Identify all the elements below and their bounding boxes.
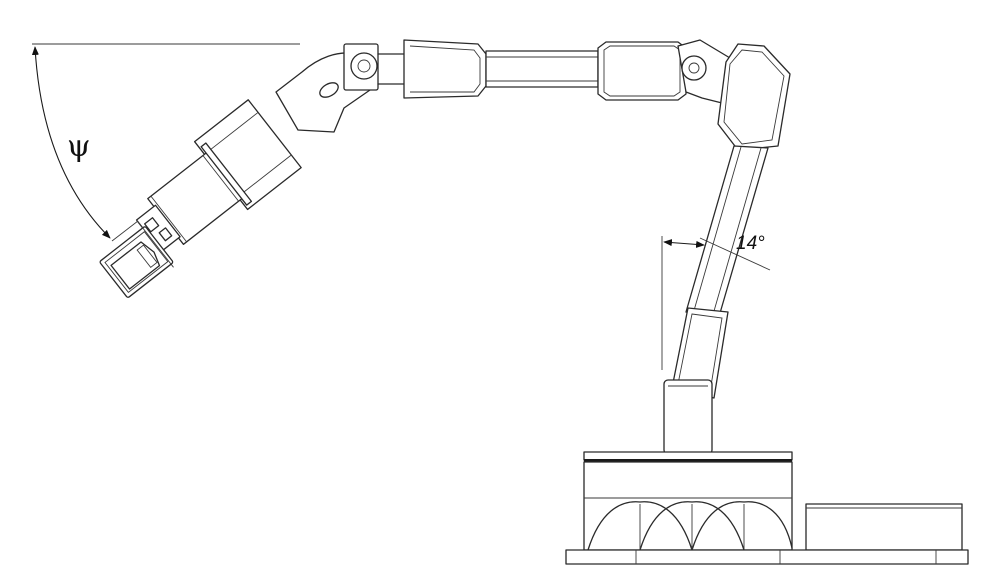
base-arch-right (691, 501, 793, 551)
arm-axis-extension-line (699, 237, 771, 271)
forearm-tube (485, 50, 599, 88)
psi-angle-dimension: ψ (31, 43, 300, 242)
tilt-angle-dimension: 14° (661, 233, 771, 370)
wrist-joint (275, 43, 405, 133)
forearm-sleeve-left (403, 39, 487, 99)
elbow-joint-pin (681, 55, 707, 81)
wrist-joint-pin (350, 52, 378, 80)
base-arch-middle (639, 501, 745, 551)
base-floor-plate (565, 549, 969, 565)
psi-label: ψ (67, 129, 91, 164)
forearm-sleeve-right (597, 41, 687, 101)
elbow-housing (717, 43, 791, 151)
tilt-angle-label: 14° (736, 233, 765, 254)
elbow-joint (677, 39, 791, 151)
shoulder-pedestal (663, 379, 713, 455)
gripper-jaw (110, 241, 161, 290)
control-box (805, 503, 963, 551)
base-top-plate (583, 451, 793, 461)
psi-arc (31, 46, 111, 239)
forearm-link (403, 39, 687, 101)
robot-base (565, 451, 969, 565)
base-arch-left (587, 501, 693, 551)
gripper-assembly (99, 99, 302, 298)
base-drum (583, 461, 793, 551)
upper-arm-sleeve (671, 307, 729, 399)
upper-arm-link (671, 145, 769, 399)
tilt-dimension-arrow (663, 239, 705, 248)
wrist-pin (319, 82, 339, 98)
